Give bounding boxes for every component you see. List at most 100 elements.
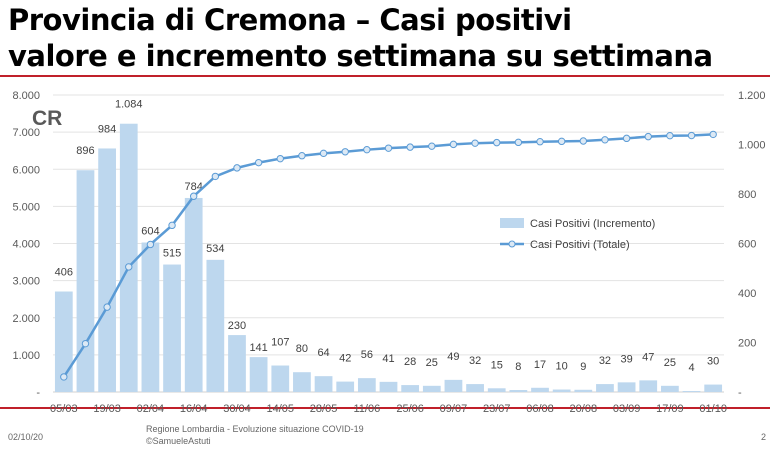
- x-tick-label: 23/07: [483, 403, 511, 415]
- bar: [487, 388, 506, 392]
- bar: [704, 384, 723, 392]
- bar: [206, 259, 225, 392]
- title-line-1: Provincia di Cremona – Casi positivi: [8, 3, 572, 37]
- legend-line-marker: [508, 240, 516, 248]
- bar: [314, 376, 333, 392]
- data-label: 25: [426, 357, 438, 369]
- line-point: [168, 221, 176, 230]
- data-label: 141: [249, 342, 267, 354]
- line-point: [363, 145, 371, 154]
- line-point: [709, 130, 717, 139]
- bar: [54, 291, 73, 392]
- bar: [357, 378, 376, 392]
- y-left-tick-label: 6.000: [12, 164, 40, 176]
- footer-date: 02/10/20: [8, 432, 44, 442]
- bottom-divider: [0, 407, 770, 409]
- bar: [661, 385, 679, 392]
- line-point: [406, 143, 414, 151]
- bar: [379, 381, 398, 392]
- bar: [76, 170, 95, 392]
- y-right-tick-label: 600: [738, 239, 756, 251]
- bar: [682, 391, 701, 392]
- bar: [336, 381, 355, 392]
- footer-source: Regione Lombardia - Evoluzione situazion…: [146, 424, 364, 434]
- line-point: [384, 144, 393, 152]
- chart-area-label: CR: [32, 107, 62, 130]
- data-label: 406: [55, 267, 73, 279]
- y-right-tick-label: 200: [738, 338, 756, 350]
- y-left-tick-label: 7.000: [12, 127, 40, 139]
- data-label: 56: [361, 349, 373, 361]
- data-label: 515: [163, 248, 181, 260]
- total-line: [62, 133, 714, 378]
- data-label: 41: [382, 353, 394, 365]
- data-label: 896: [76, 145, 94, 157]
- footer-author: ©SamueleAstuti: [146, 436, 211, 446]
- x-tick-label: 17/09: [656, 403, 684, 415]
- bar: [574, 389, 593, 392]
- line-point: [341, 148, 349, 156]
- data-label: 984: [98, 123, 116, 135]
- y-right-tick-label: 1.200: [738, 90, 766, 102]
- bar: [639, 380, 658, 392]
- line-point: [211, 172, 220, 181]
- legend-bar-swatch: [500, 218, 524, 228]
- x-tick-label: 14/05: [267, 403, 295, 415]
- bar: [184, 197, 203, 392]
- data-label: 32: [599, 355, 611, 367]
- data-label: 15: [491, 359, 503, 371]
- data-label: 32: [469, 355, 481, 367]
- line-point: [579, 137, 588, 145]
- data-label: 604: [141, 226, 159, 238]
- line-point: [471, 139, 479, 147]
- bar: [271, 365, 290, 392]
- line-point: [428, 142, 436, 150]
- bar: [617, 382, 636, 392]
- legend-label-increment: Casi Positivi (Incremento): [530, 218, 655, 230]
- page-title: Provincia di Cremona – Casi positivi val…: [8, 2, 713, 74]
- data-label: 49: [447, 351, 459, 363]
- y-right-tick-label: 800: [738, 189, 756, 201]
- y-left-tick-label: 2.000: [12, 313, 40, 325]
- x-tick-label: 28/05: [310, 403, 338, 415]
- line-point: [536, 138, 544, 146]
- title-line-2: valore e incremento settimana su settima…: [8, 39, 713, 73]
- x-tick-label: 09/07: [440, 403, 468, 415]
- line-point: [233, 164, 241, 172]
- footer-page: 2: [761, 432, 767, 442]
- bar: [466, 384, 484, 392]
- x-tick-label: 20/08: [570, 403, 598, 415]
- bar: [141, 242, 160, 392]
- data-label: 107: [271, 337, 289, 349]
- line-point: [254, 158, 263, 167]
- bar: [444, 379, 463, 392]
- line-point: [103, 303, 111, 311]
- y-left-tick-label: 1.000: [12, 350, 40, 362]
- line-point: [557, 137, 566, 146]
- bar: [596, 384, 614, 392]
- data-label: 80: [296, 343, 308, 355]
- line-point: [146, 240, 155, 249]
- bar: [228, 335, 246, 392]
- y-right-tick-label: 400: [738, 288, 756, 300]
- x-tick-label: 30/04: [223, 403, 251, 415]
- data-label: 30: [707, 356, 719, 368]
- x-tick-label: 25/06: [396, 403, 424, 415]
- x-tick-label: 01/10: [699, 403, 727, 415]
- line-point: [666, 131, 674, 140]
- bar: [119, 123, 138, 393]
- data-label: 64: [317, 347, 329, 359]
- bar: [293, 372, 311, 392]
- data-label: 10: [556, 361, 568, 373]
- data-label: 534: [206, 243, 224, 255]
- legend-label-total: Casi Positivi (Totale): [530, 239, 630, 251]
- line-point: [125, 263, 133, 271]
- y-left-tick-label: -: [36, 387, 40, 399]
- y-left-tick-label: 4.000: [12, 239, 40, 251]
- bar: [98, 148, 116, 392]
- x-tick-label: 02/04: [137, 403, 165, 415]
- data-label: 17: [534, 359, 546, 371]
- line-point: [622, 134, 631, 143]
- data-label: 230: [228, 320, 246, 332]
